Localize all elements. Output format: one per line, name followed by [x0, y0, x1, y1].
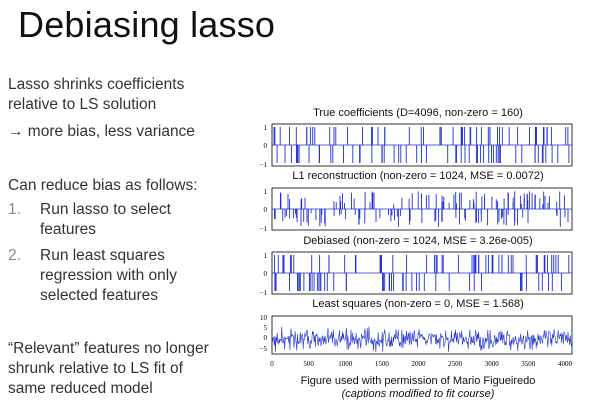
- relevant-line-2: shrunk relative to LS fit of: [8, 360, 183, 377]
- panel-4-x-ticks: 0 500 1000 1500 2000 2500 3000 3500 4000: [270, 360, 572, 368]
- panel-4: 10 5 0 −5 0 500 1000 1500 2000 2500 3000 3500 40…: [260, 314, 573, 368]
- panel-1-ytick-bottom: −1: [260, 161, 268, 169]
- x-tick-label: 3000: [485, 360, 500, 368]
- signal-trace: [271, 326, 573, 353]
- panel-2-signal: [272, 191, 572, 227]
- panel-3-ytick-mid: 0: [264, 270, 268, 278]
- panel-4-ytick-neg5: −5: [260, 345, 268, 353]
- panel-3-frame: [271, 251, 573, 295]
- arrow-line: → more bias, less variance: [8, 123, 195, 140]
- credit-line-1: Figure used with permission of Mario Fig…: [300, 375, 536, 387]
- figure-credit: Figure used with permission of Mario Fig…: [268, 375, 568, 401]
- panel-4-ytick-0: 0: [264, 334, 268, 342]
- panel-4-frame: [271, 315, 573, 355]
- x-tick-label: 2000: [412, 360, 427, 368]
- slide-title: Debiasing lasso: [18, 4, 276, 45]
- panel-2: 1 0 −1: [260, 187, 573, 233]
- relevant-line-3: same reduced model: [8, 380, 153, 397]
- panel-3: 1 0 −1: [260, 251, 573, 297]
- step-1-line-2: features: [40, 221, 97, 238]
- reduce-heading: Can reduce bias as follows:: [8, 177, 198, 194]
- panel-2-ytick-top: 1: [264, 188, 268, 196]
- panel-2-title: L1 reconstruction (non-zero = 1024, MSE …: [292, 170, 544, 182]
- panel-4-title: Least squares (non-zero = 0, MSE = 1.568…: [312, 298, 524, 310]
- step-1-number: 1.: [8, 201, 21, 218]
- step-1-line-1: Run lasso to select: [40, 201, 171, 218]
- panel-4-ytick-10: 10: [260, 314, 268, 322]
- panel-3-ytick-top: 1: [264, 252, 268, 260]
- panel-1-frame: [271, 123, 573, 167]
- panel-1-signal: [272, 127, 572, 163]
- step-2-line-1: Run least squares: [40, 247, 165, 264]
- panel-2-frame: [271, 187, 573, 231]
- x-tick-label: 0: [270, 360, 274, 368]
- x-tick-label: 4000: [558, 360, 573, 368]
- credit-note: (captions modified to fit course): [341, 388, 495, 400]
- step-2-number: 2.: [8, 247, 21, 264]
- credit-line-2: (captions modified to fit course): [268, 388, 568, 401]
- x-tick-label: 1000: [338, 360, 353, 368]
- x-tick-label: 1500: [375, 360, 390, 368]
- panel-4-signal: [271, 326, 573, 353]
- step-2-line-2: regression with only: [40, 267, 177, 284]
- step-2-line-3: selected features: [40, 287, 159, 304]
- x-tick-label: 2500: [448, 360, 463, 368]
- relevant-line-1: “Relevant” features no longer: [8, 340, 209, 357]
- x-tick-label: 3500: [521, 360, 536, 368]
- panel-3-signal: [272, 255, 572, 291]
- intro-line-2: relative to LS solution: [8, 96, 157, 113]
- panel-1-ytick-mid: 0: [264, 142, 268, 150]
- panel-4-ytick-5: 5: [264, 324, 268, 332]
- x-tick-label: 500: [303, 360, 314, 368]
- panel-1-ytick-top: 1: [264, 124, 268, 132]
- panel-3-ytick-bottom: −1: [260, 289, 268, 297]
- intro-line-1: Lasso shrinks coefficients: [8, 76, 185, 93]
- panel-2-ytick-bottom: −1: [260, 225, 268, 233]
- panel-1: 1 0 −1: [260, 123, 573, 169]
- panel-1-title: True coefficients (D=4096, non-zero = 16…: [313, 107, 523, 119]
- panel-2-ytick-mid: 0: [264, 206, 268, 214]
- panel-3-title: Debiased (non-zero = 1024, MSE = 3.26e-0…: [303, 235, 533, 247]
